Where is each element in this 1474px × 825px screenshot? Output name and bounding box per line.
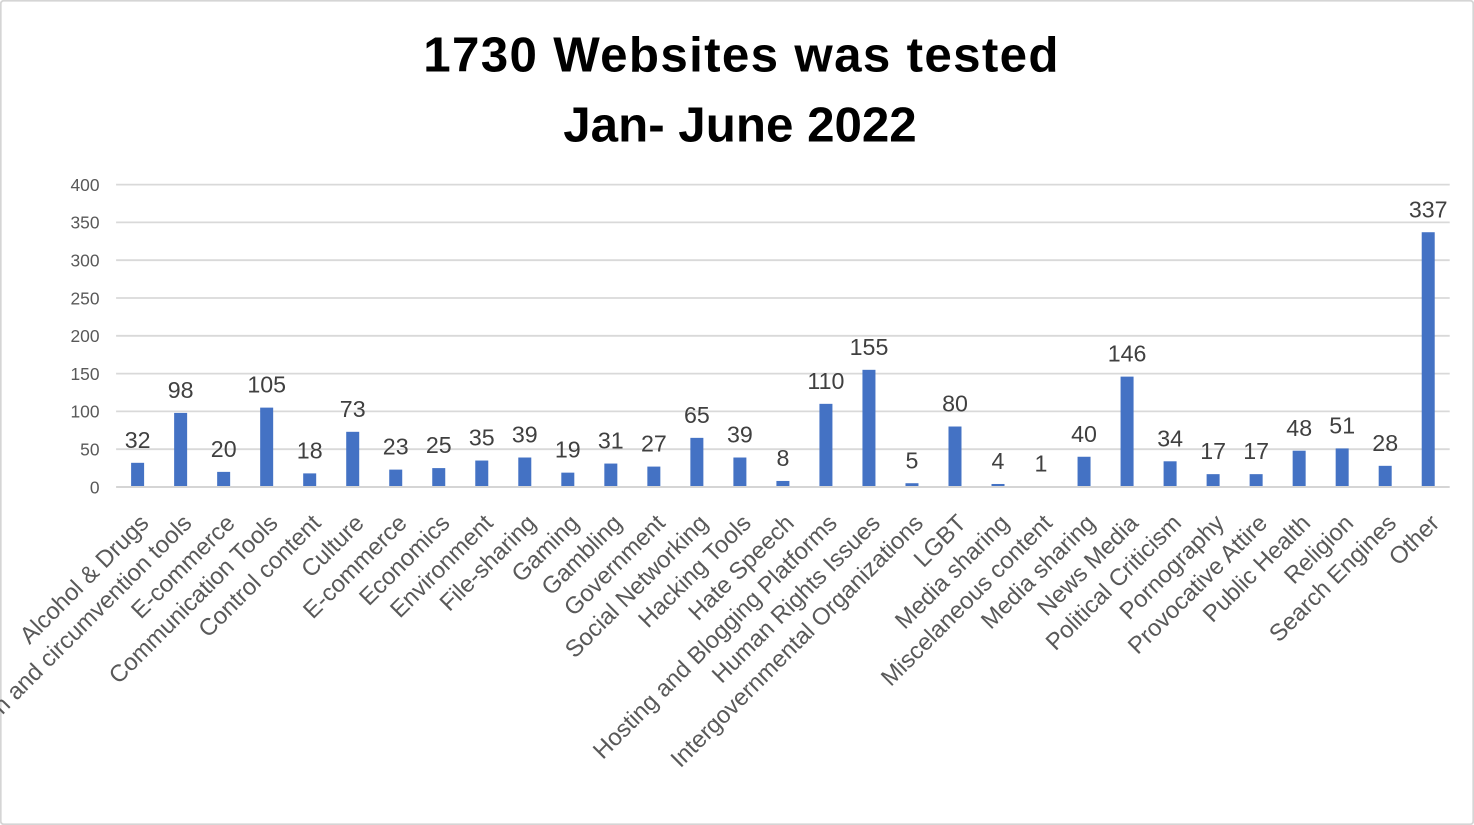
svg-text:50: 50 [80,440,99,460]
svg-text:17: 17 [1200,438,1226,464]
svg-text:105: 105 [247,372,286,398]
svg-text:31: 31 [598,428,624,454]
svg-text:337: 337 [1409,196,1448,222]
svg-text:73: 73 [340,396,366,422]
svg-text:5: 5 [906,447,919,473]
svg-text:0: 0 [90,477,100,497]
svg-text:40: 40 [1071,421,1097,447]
svg-text:400: 400 [70,175,99,195]
svg-text:39: 39 [512,422,538,448]
svg-text:200: 200 [70,326,99,346]
svg-text:48: 48 [1286,415,1312,441]
svg-text:20: 20 [211,436,237,462]
svg-text:39: 39 [727,422,753,448]
svg-text:150: 150 [70,364,99,384]
svg-text:65: 65 [684,402,710,428]
svg-text:100: 100 [70,402,99,422]
svg-text:35: 35 [469,425,495,451]
svg-text:25: 25 [426,432,452,458]
svg-text:250: 250 [70,288,99,308]
svg-text:28: 28 [1372,430,1398,456]
svg-text:1: 1 [1035,450,1048,476]
svg-text:34: 34 [1157,425,1183,451]
svg-text:80: 80 [942,391,968,417]
svg-text:155: 155 [850,334,889,360]
svg-text:1730 Websites was tested: 1730 Websites was tested [423,28,1060,83]
svg-text:17: 17 [1243,438,1269,464]
svg-text:98: 98 [168,377,194,403]
svg-text:18: 18 [297,438,323,464]
svg-text:300: 300 [70,251,99,271]
svg-text:4: 4 [992,448,1005,474]
svg-text:19: 19 [555,437,581,463]
svg-text:110: 110 [807,368,844,394]
svg-text:27: 27 [641,431,667,457]
svg-text:146: 146 [1108,341,1147,367]
svg-text:32: 32 [125,427,151,453]
svg-text:350: 350 [70,213,99,233]
svg-text:51: 51 [1329,413,1355,439]
svg-text:8: 8 [776,445,789,471]
svg-text:23: 23 [383,434,409,460]
svg-text:Jan- June 2022: Jan- June 2022 [563,97,916,152]
